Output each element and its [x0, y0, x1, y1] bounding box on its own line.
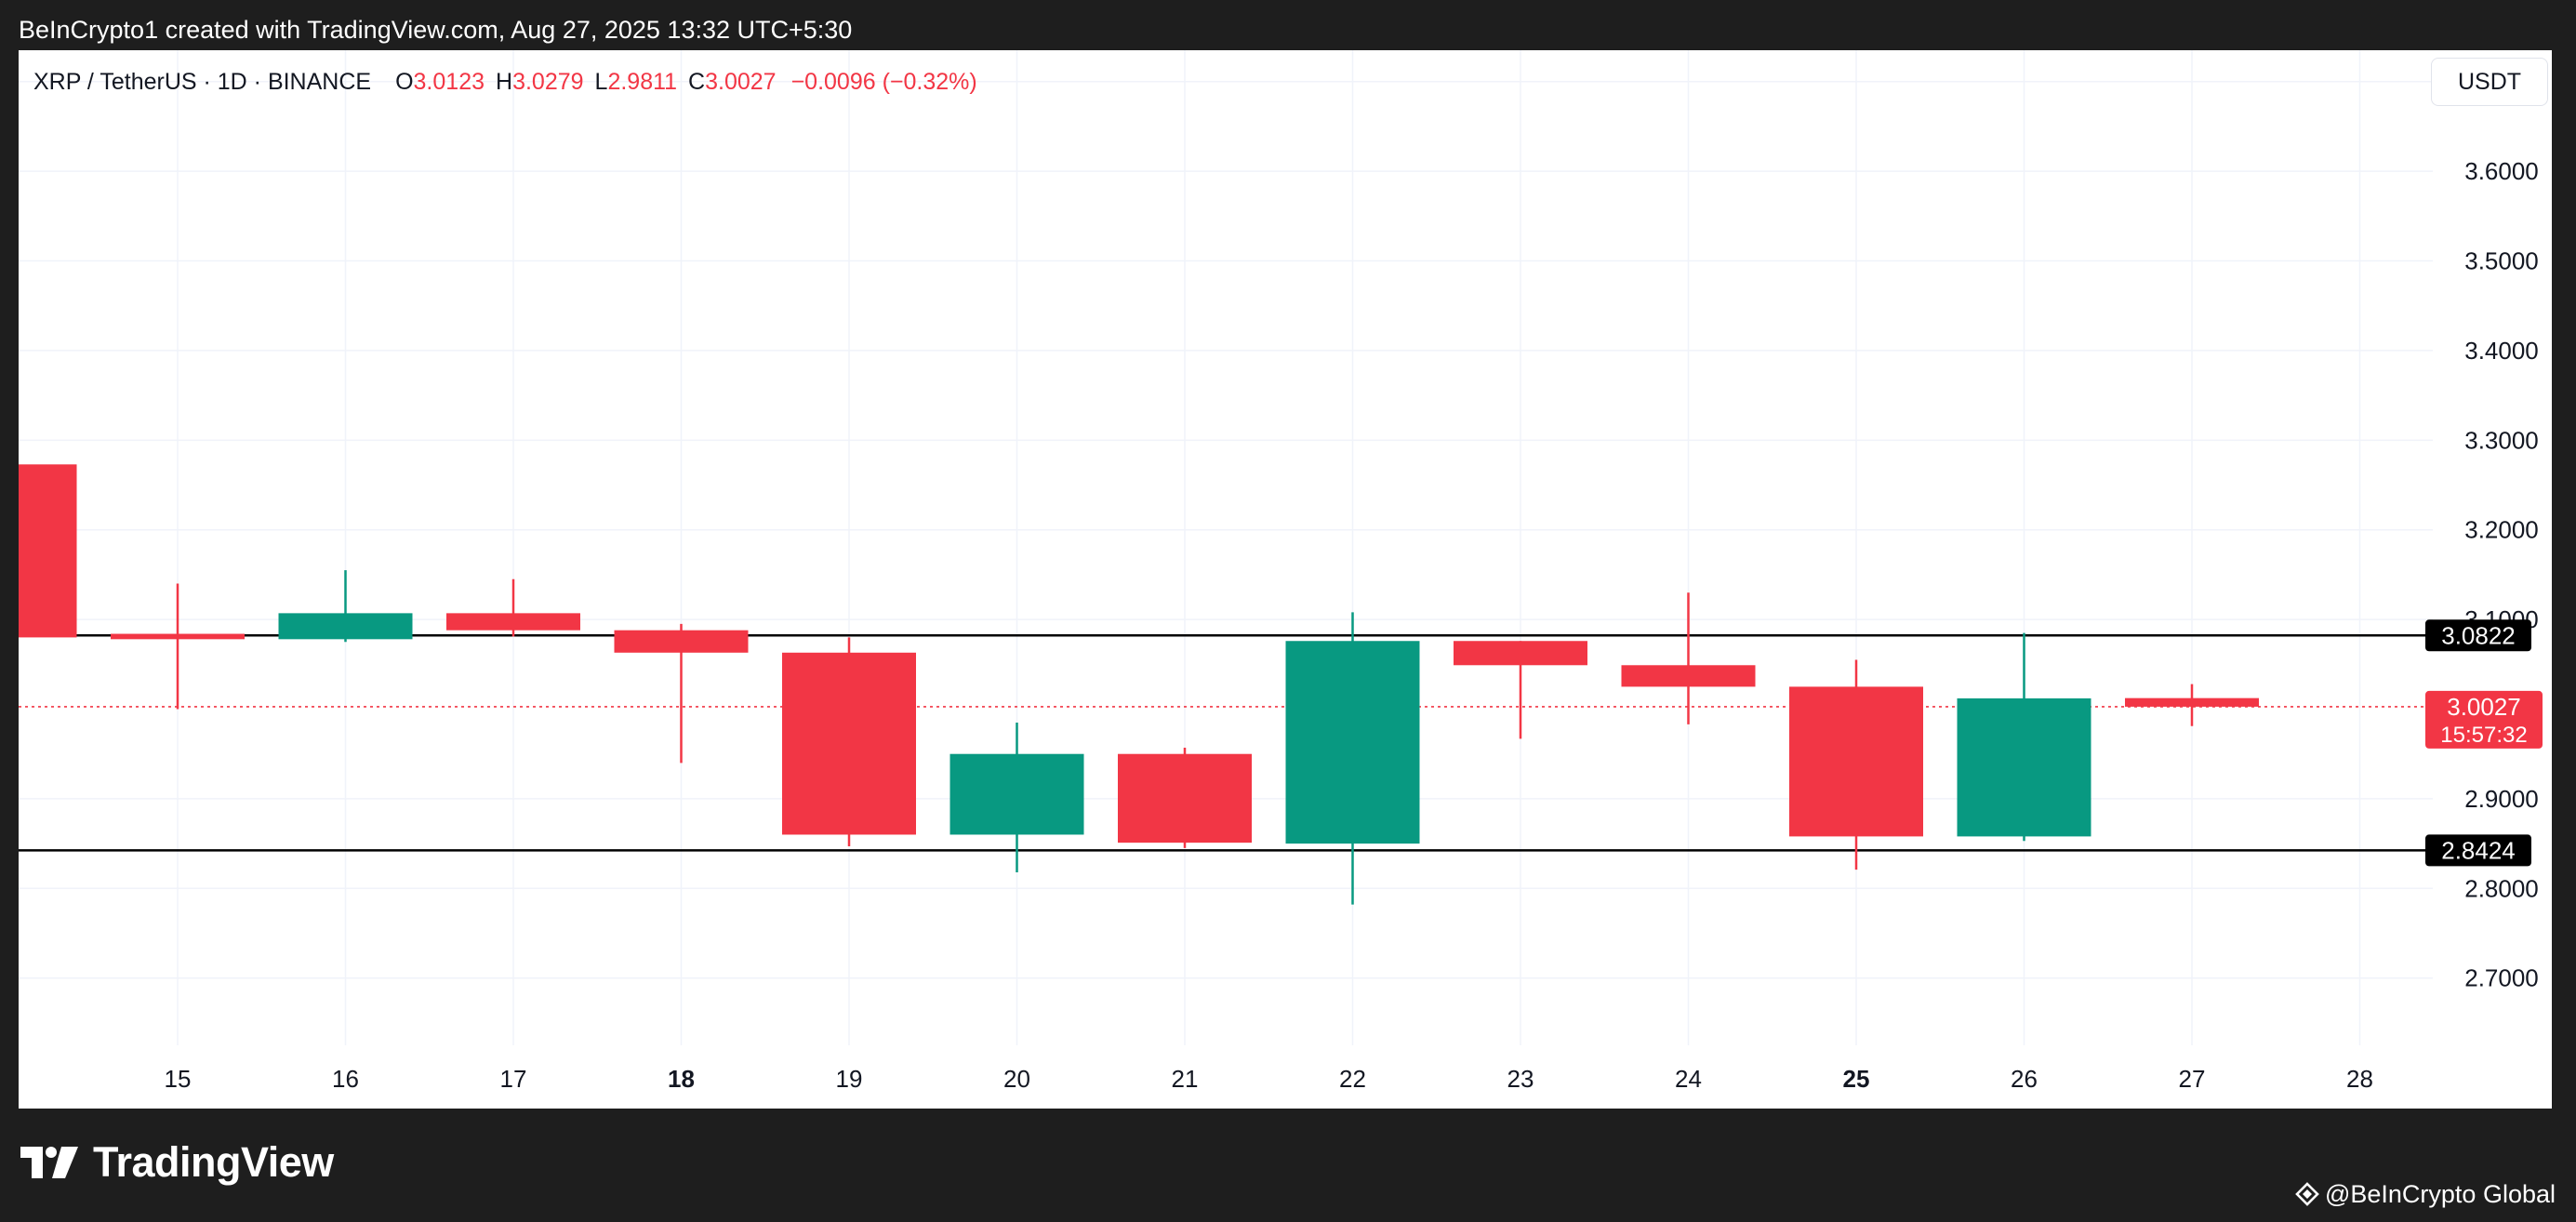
level-badge — [2425, 834, 2531, 867]
level-badge-label: 2.8424 — [2441, 836, 2516, 864]
time-tick-label: 26 — [2011, 1065, 2038, 1093]
credit-text: @BeInCrypto Global — [2324, 1179, 2556, 1208]
level-badge-label: 3.0822 — [2441, 621, 2516, 649]
beincrypto-icon — [2295, 1182, 2319, 1206]
low-label: L — [594, 69, 608, 95]
last-price-label: 3.0027 — [2447, 693, 2521, 721]
candles — [19, 464, 2259, 905]
time-tick-label: 28 — [2346, 1065, 2373, 1093]
open-value: 3.0123 — [413, 69, 485, 95]
candle-body — [1789, 686, 1923, 837]
candle-body — [2125, 697, 2259, 707]
low-value: 2.9811 — [607, 69, 678, 95]
candle-body — [1118, 753, 1252, 843]
change-value: −0.0096 (−0.32%) — [790, 69, 977, 95]
tradingview-logo: TradingView — [20, 1135, 334, 1190]
time-tick-label: 20 — [1003, 1065, 1030, 1093]
candle-body — [19, 464, 77, 638]
candle-body — [1621, 665, 1756, 687]
open-label: O — [395, 69, 414, 95]
time-tick-label: 17 — [500, 1065, 527, 1093]
time-tick-label: 16 — [332, 1065, 359, 1093]
grid-lines — [19, 50, 2433, 1045]
time-tick-label: 18 — [668, 1065, 695, 1093]
chart-caption: BeInCrypto1 created with TradingView.com… — [19, 16, 853, 44]
price-tick-label: 3.3000 — [2464, 426, 2539, 454]
time-axis[interactable]: 15 16 17 18 19 20 21 22 23 24 25 26 27 28 — [165, 1065, 2373, 1093]
credit: @BeInCrypto Global — [2295, 1176, 2556, 1213]
high-value: 3.0279 — [512, 69, 584, 95]
time-tick-label: 15 — [165, 1065, 192, 1093]
price-tick-label: 3.5000 — [2464, 247, 2539, 275]
candle-body — [1454, 641, 1587, 666]
candle-body — [278, 613, 413, 640]
chart-frame[interactable]: 3.70003.60003.50003.40003.30003.20003.10… — [19, 50, 2552, 1109]
price-tick-label: 3.6000 — [2464, 157, 2539, 185]
countdown-label: 15:57:32 — [2440, 723, 2527, 748]
candlestick-chart[interactable]: 3.70003.60003.50003.40003.30003.20003.10… — [19, 50, 2552, 1109]
close-value: 3.0027 — [705, 69, 777, 95]
time-tick-label: 24 — [1675, 1065, 1702, 1093]
candle-body — [111, 633, 245, 640]
time-tick-label: 22 — [1339, 1065, 1366, 1093]
tradingview-logo-icon — [20, 1147, 78, 1178]
currency-button[interactable]: USDT — [2431, 58, 2548, 106]
time-tick-label: 25 — [1843, 1065, 1870, 1093]
candle-body — [782, 652, 916, 835]
candle-body — [1957, 697, 2091, 837]
time-tick-label: 23 — [1507, 1065, 1534, 1093]
price-tick-label: 2.9000 — [2464, 785, 2539, 813]
close-label: C — [688, 69, 706, 95]
candle-body — [614, 630, 749, 653]
price-tick-label: 2.8000 — [2464, 874, 2539, 902]
level-badge — [2425, 619, 2531, 652]
price-tick-label: 3.2000 — [2464, 516, 2539, 544]
candle-body — [1285, 641, 1420, 844]
tradingview-logo-text: TradingView — [93, 1138, 334, 1186]
time-tick-label: 27 — [2179, 1065, 2206, 1093]
price-tick-label: 3.4000 — [2464, 337, 2539, 365]
high-label: H — [496, 69, 513, 95]
footer: TradingView @BeInCrypto Global — [0, 1109, 2576, 1222]
price-tick-label: 2.7000 — [2464, 964, 2539, 992]
time-tick-label: 21 — [1172, 1065, 1199, 1093]
symbol-name[interactable]: XRP / TetherUS · 1D · BINANCE — [33, 69, 372, 95]
time-tick-label: 19 — [836, 1065, 863, 1093]
candle-body — [446, 613, 580, 631]
last-price-badge — [2425, 690, 2543, 749]
candle-body — [949, 753, 1084, 835]
